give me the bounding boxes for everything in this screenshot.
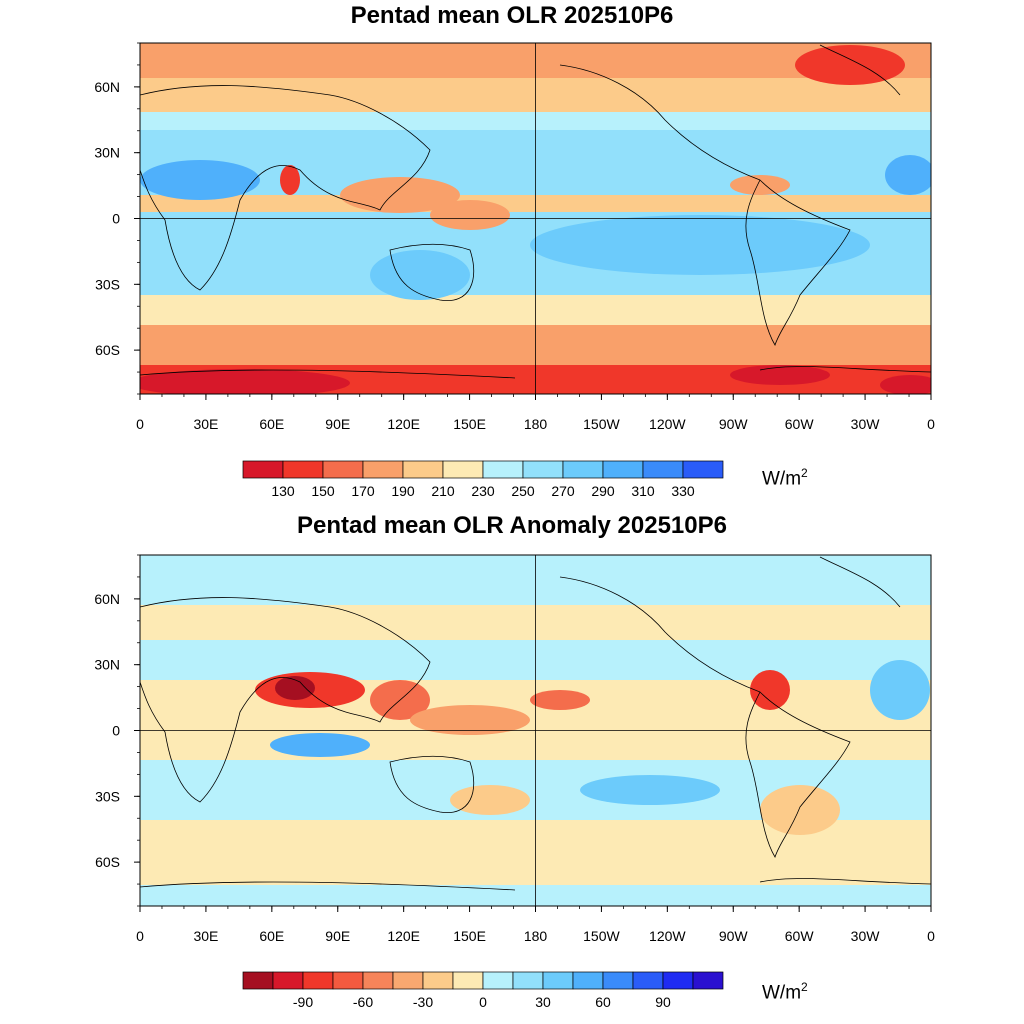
colorbar-label: 150 [311,483,335,499]
colorbar-swatch [602,460,644,479]
colorbar-swatch [332,971,364,990]
colorbar-swatch [282,460,324,479]
lon-tick-label: 120E [387,416,420,432]
lon-tick-label: 90E [325,416,350,432]
lon-tick-label: 90W [719,928,749,944]
lon-tick-label: 150E [453,928,486,944]
lon-tick-label: 150W [583,416,620,432]
olr-anomaly-map [140,555,931,906]
colorbar-swatch [482,460,524,479]
colorbar-label: 270 [551,483,575,499]
colorbar-swatch [632,971,664,990]
colorbar-swatch [542,971,574,990]
colorbar-swatch [572,971,604,990]
olr-anomaly-colorbar: -90 -60 -30 0 30 60 90 [242,971,724,1010]
colorbar-swatch [562,460,604,479]
colorbar-swatch [322,460,364,479]
lon-tick-label: 90E [325,928,350,944]
olr-map-title: Pentad mean OLR 202510P6 [350,2,674,29]
lon-tick-label: 0 [927,928,935,944]
colorbar-label: 60 [595,994,611,1010]
lon-tick-label: 30E [193,928,218,944]
lon-tick-label: 60E [259,928,284,944]
lat-tick-label: 30N [94,657,120,673]
lon-tick-label: 30W [851,928,881,944]
lon-tick-label: 60E [259,416,284,432]
colorbar-swatch [362,460,404,479]
colorbar-swatch [442,460,484,479]
lat-tick-label: 30S [95,276,120,292]
colorbar-label: 250 [511,483,535,499]
lon-tick-label: 120E [387,928,420,944]
lon-tick-label: 0 [136,416,144,432]
lon-tick-label: 120W [649,928,686,944]
olr-map-axes: 0 30E 60E 90E 120E 150E 180 150W 120W 90W 60W 30W 0 6… [94,42,935,432]
lon-tick-label: 60W [785,928,815,944]
colorbar-swatch [242,460,284,479]
lon-tick-label: 30W [851,416,881,432]
lat-tick-label: 30N [94,145,120,161]
colorbar-label: 30 [535,994,551,1010]
lat-tick-label: 60S [95,854,120,870]
lat-tick-label: 60N [94,79,120,95]
colorbar-label: -90 [293,994,313,1010]
colorbar-swatch [482,971,514,990]
colorbar-label: 290 [591,483,615,499]
olr-anomaly-colorbar-units: W/m2 [762,980,808,1004]
colorbar-swatch [602,971,634,990]
lon-tick-label: 90W [719,416,749,432]
olr-anomaly-map-axes: 0 30E 60E 90E 120E 150E 180 150W 120W 90W 60W 30W 0 6… [94,554,935,944]
colorbar-swatch [662,971,694,990]
lat-tick-label: 30S [95,788,120,804]
colorbar-swatch [522,460,564,479]
lon-tick-label: 60W [785,416,815,432]
olr-anomaly-map-title: Pentad mean OLR Anomaly 202510P6 [297,512,727,539]
olr-map [140,43,931,394]
colorbar-swatch [642,460,684,479]
colorbar-swatch [242,971,274,990]
lat-tick-label: 60S [95,342,120,358]
colorbar-label: 330 [671,483,695,499]
olr-colorbar-units: W/m2 [762,466,808,490]
lat-tick-label: 0 [112,211,120,227]
lon-tick-label: 150W [583,928,620,944]
colorbar-swatch [682,460,724,479]
colorbar-label: 210 [431,483,455,499]
lon-tick-label: 150E [453,416,486,432]
lon-tick-label: 180 [524,416,548,432]
lon-tick-label: 120W [649,416,686,432]
olr-colorbar: 130 150 170 190 210 230 250 270 290 310 330 [242,460,724,499]
colorbar-swatch [512,971,544,990]
colorbar-swatch [362,971,394,990]
colorbar-swatch [272,971,304,990]
colorbar-swatch [692,971,724,990]
lat-tick-label: 0 [112,723,120,739]
colorbar-swatch [422,971,454,990]
lon-tick-label: 180 [524,928,548,944]
colorbar-label: 90 [655,994,671,1010]
colorbar-label: 170 [351,483,375,499]
colorbar-label: -30 [413,994,433,1010]
colorbar-label: 310 [631,483,655,499]
colorbar-swatch [402,460,444,479]
colorbar-label: -60 [353,994,373,1010]
lon-tick-label: 0 [927,416,935,432]
colorbar-label: 230 [471,483,495,499]
lon-tick-label: 0 [136,928,144,944]
colorbar-label: 190 [391,483,415,499]
colorbar-label: 0 [479,994,487,1010]
colorbar-swatch [302,971,334,990]
lon-tick-label: 30E [193,416,218,432]
colorbar-label: 130 [271,483,295,499]
colorbar-swatch [452,971,484,990]
colorbar-swatch [392,971,424,990]
lat-tick-label: 60N [94,591,120,607]
